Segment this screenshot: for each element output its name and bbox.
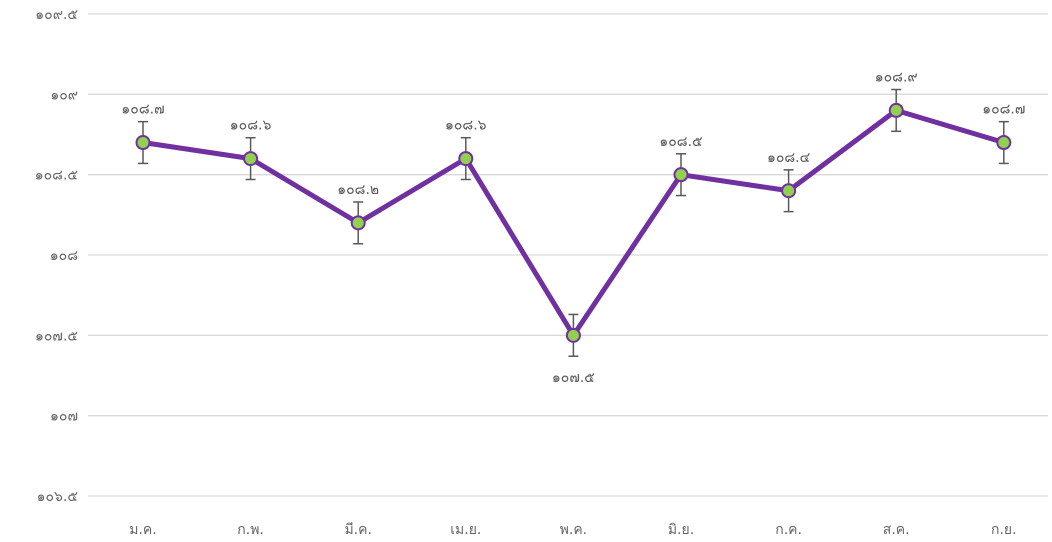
data-point <box>458 151 474 167</box>
data-label: ๑๐๘.๗ <box>121 102 164 118</box>
gridlines <box>88 13 1048 497</box>
data-point <box>673 167 689 183</box>
data-point <box>350 215 366 231</box>
data-label: ๑๐๘.๕ <box>659 134 702 150</box>
y-tick-label: ๑๐๘ <box>50 248 78 264</box>
data-label: ๑๐๘.๗ <box>982 102 1025 118</box>
x-axis-tick-labels: ม.ค. ก.พ. มี.ค. เม.ย. พ.ค. มิ.ย. ก.ค. ส.ค. ก.ย. <box>129 522 1016 538</box>
y-tick-label: ๑๐๗.๕ <box>35 328 78 344</box>
y-tick-label: ๑๐๗ <box>50 409 78 425</box>
series-line-group <box>140 107 1007 338</box>
x-tick-label: ก.ย. <box>991 522 1017 538</box>
data-label: ๑๐๘.๒ <box>337 182 379 198</box>
data-label: ๑๐๘.๔ <box>767 150 810 166</box>
x-tick-label: ม.ค. <box>129 522 157 538</box>
y-tick-label: ๑๐๙ <box>50 87 78 103</box>
data-point <box>243 151 259 167</box>
data-label: ๑๐๘.๖ <box>230 118 272 134</box>
x-tick-label: ก.ค. <box>775 522 802 538</box>
x-tick-label: ส.ค. <box>883 522 910 538</box>
data-label: ๑๐๘.๙ <box>875 70 918 86</box>
x-tick-label: ก.พ. <box>237 522 264 538</box>
data-label: ๑๐๗.๕ <box>552 370 595 386</box>
data-point <box>781 183 797 199</box>
data-point <box>888 102 904 118</box>
x-tick-label: มี.ค. <box>344 522 372 538</box>
x-tick-label: มิ.ย. <box>668 522 694 538</box>
data-label: ๑๐๘.๖ <box>445 118 487 134</box>
x-tick-label: พ.ค. <box>560 522 588 538</box>
data-point <box>565 327 581 343</box>
y-tick-label: ๑๐๙.๕ <box>35 7 78 23</box>
data-point <box>135 135 151 151</box>
y-tick-label: ๑๐๘.๕ <box>35 168 78 184</box>
series-line <box>140 107 1007 338</box>
data-point-markers <box>135 102 1012 343</box>
data-point <box>996 135 1012 151</box>
x-tick-label: เม.ย. <box>450 522 481 538</box>
y-tick-label: ๑๐๖.๕ <box>37 489 78 505</box>
y-axis-tick-labels: ๑๐๖.๕ ๑๐๗ ๑๐๗.๕ ๑๐๘ ๑๐๘.๕ ๑๐๙ ๑๐๙.๕ <box>35 7 78 505</box>
